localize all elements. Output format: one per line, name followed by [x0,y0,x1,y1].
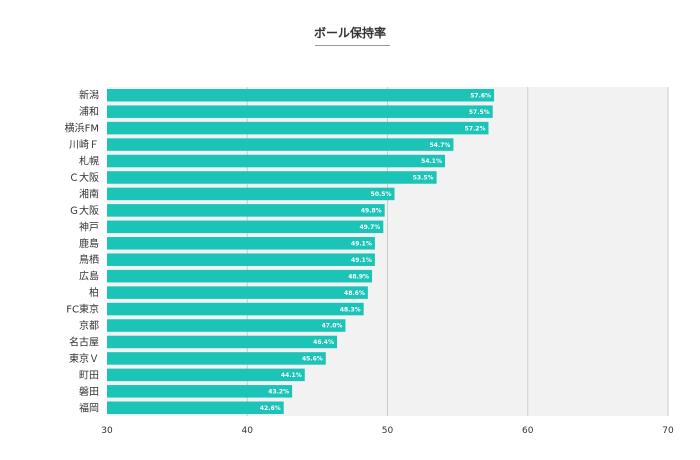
data-label: 57.6% [470,92,491,99]
bar [107,220,384,234]
category-label: 札幌 [79,155,99,168]
bar [107,138,454,151]
data-label: 49.1% [351,257,372,264]
bar [107,385,293,398]
data-label: 57.2% [465,125,486,132]
bar [107,171,437,184]
data-label: 48.6% [344,290,365,297]
category-label: 横浜FM [65,122,99,135]
category-label: 福岡 [79,401,99,414]
data-label: 54.1% [421,158,442,165]
x-tick-label: 40 [242,426,254,436]
bar [107,204,385,217]
bar [107,253,375,266]
bar [107,105,493,118]
category-label: 神戸 [79,220,99,233]
category-label: 川崎Ｆ [69,138,99,151]
data-label: 53.5% [413,175,434,182]
data-label: 49.7% [359,224,380,231]
bar [107,368,305,382]
data-label: 48.3% [340,306,361,313]
category-label: 新潟 [79,89,99,102]
x-tick-label: 30 [101,426,113,436]
category-label: 京都 [79,319,99,332]
data-label: 49.8% [361,208,382,215]
data-label: 45.6% [302,356,323,363]
category-label: 名古屋 [69,335,99,348]
data-label: 50.5% [371,191,392,198]
bar [107,187,395,201]
bar [107,401,284,415]
data-label: 46.4% [313,339,334,346]
bar [107,269,373,283]
data-label: 42.6% [260,405,281,412]
category-label: 柏 [89,286,99,299]
bar [107,319,346,332]
category-label: 浦和 [79,105,99,118]
x-tick-label: 70 [662,426,674,436]
bar [107,286,368,299]
data-label: 54.7% [430,142,451,149]
category-label: Ｃ大阪 [69,171,99,184]
category-label: Ｇ大阪 [69,204,99,217]
bar [107,88,495,102]
category-label: 鳥栖 [79,253,99,266]
title-underline [315,45,390,46]
bar [107,121,489,135]
category-label: 町田 [79,370,99,381]
data-label: 57.5% [469,109,490,116]
bar [107,302,364,316]
category-label: 湘南 [79,187,99,200]
category-label: 磐田 [79,385,99,398]
data-label: 49.1% [351,240,372,247]
chart-title: ボール保持率 [313,26,386,40]
category-label: 東京Ｖ [69,352,99,365]
bar [107,352,326,365]
category-label: 広島 [79,270,99,283]
bar [107,237,375,250]
category-label: FC東京 [66,303,99,316]
data-label: 48.9% [348,273,369,280]
x-tick-label: 60 [522,426,534,436]
x-tick-label: 50 [382,426,394,436]
data-label: 44.1% [281,372,302,379]
bar [107,335,338,349]
bar [107,154,446,168]
data-label: 47.0% [322,323,343,330]
category-label: 鹿島 [79,237,99,250]
data-label: 43.2% [268,389,289,396]
